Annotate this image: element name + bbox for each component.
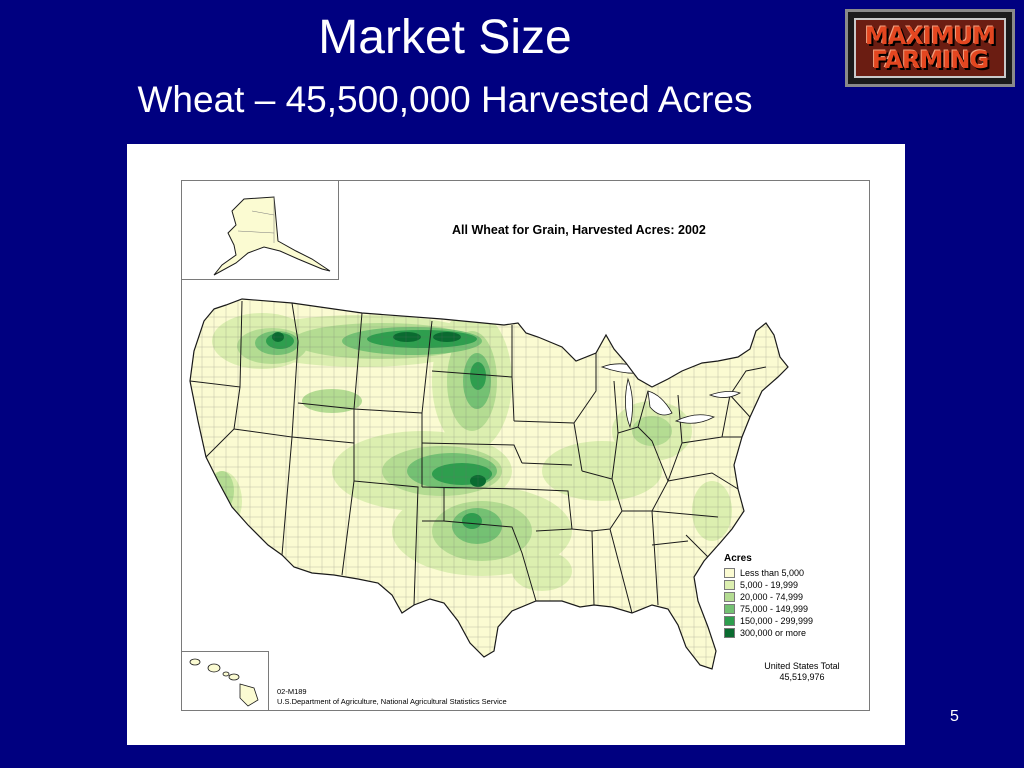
legend-swatch [724,628,735,638]
legend-label: 150,000 - 299,999 [740,616,814,626]
map-title: All Wheat for Grain, Harvested Acres: 20… [452,223,706,237]
maximum-farming-logo: MAXIMUM FARMING [845,9,1015,87]
logo-line-2: FARMING [871,46,989,74]
legend-label: 20,000 - 74,999 [740,592,804,602]
alaska-inset [181,180,339,280]
source-agency: U.S.Department of Agriculture, National … [277,697,507,706]
source-code: 02-M189 [277,687,307,696]
total-label: United States Total [764,661,840,671]
legend-swatch [724,616,735,626]
total-value: 45,519,976 [779,672,825,682]
legend-swatch [724,568,735,578]
map-panel: All Wheat for Grain, Harvested Acres: 20… [127,144,905,745]
legend-title: Acres [724,553,752,564]
hawaii-map [189,658,259,707]
legend-item: 150,000 - 299,999 [724,615,854,627]
legend-label: Less than 5,000 [740,568,805,578]
legend-item: Less than 5,000 [724,567,854,579]
slide-title: Market Size [318,11,572,64]
legend-swatch [724,580,735,590]
source-note: 02-M189 U.S.Department of Agriculture, N… [277,687,507,707]
legend-label: 5,000 - 19,999 [740,580,799,590]
legend-swatch [724,592,735,602]
us-wheat-map [189,298,789,670]
legend-label: 75,000 - 149,999 [740,604,809,614]
slide-subtitle: Wheat – 45,500,000 Harvested Acres [137,79,753,120]
page-number: 5 [950,708,959,725]
legend-item: 20,000 - 74,999 [724,591,854,603]
logo-line-1: MAXIMUM [864,22,996,50]
alaska-map [213,196,331,276]
legend-item: 5,000 - 19,999 [724,579,854,591]
map-frame: All Wheat for Grain, Harvested Acres: 20… [181,180,870,711]
legend-label: 300,000 or more [740,628,807,638]
legend-item: 300,000 or more [724,627,854,639]
legend-item: 75,000 - 149,999 [724,603,854,615]
map-legend: Acres Less than 5,000 5,000 - 19,999 20,… [724,553,854,639]
hawaii-inset [181,651,269,711]
us-total: United States Total 45,519,976 [742,661,862,683]
legend-swatch [724,604,735,614]
